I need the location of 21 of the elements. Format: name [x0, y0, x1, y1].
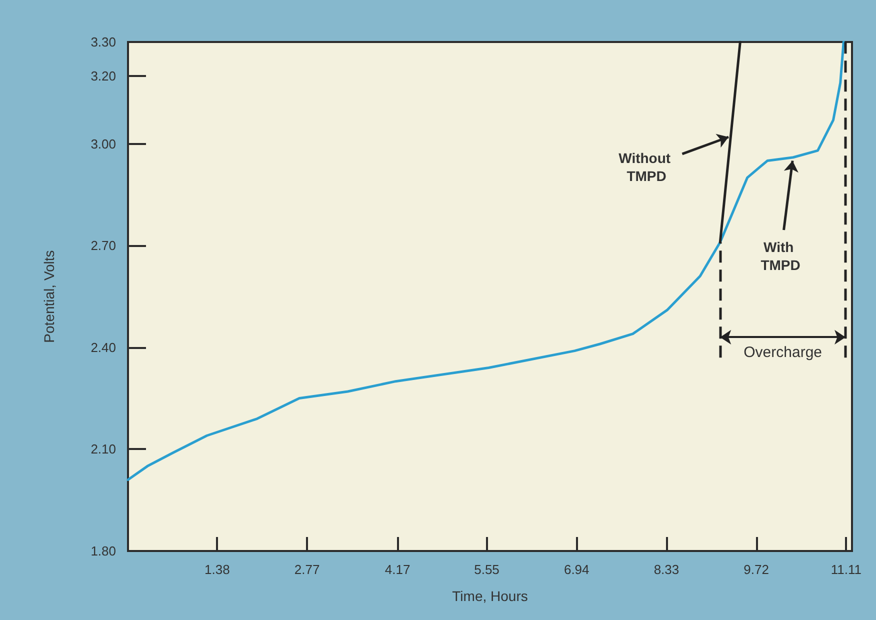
y-axis-title: Potential, Volts: [41, 250, 57, 343]
annotation: Overcharge: [744, 344, 822, 362]
x-tick-label: 1.38: [204, 562, 230, 577]
y-tick-label: 1.80: [90, 544, 116, 558]
x-tick-label: 4.17: [384, 562, 410, 577]
x-tick-label: 6.94: [564, 562, 590, 577]
x-tick-label: 2.77: [294, 562, 320, 577]
x-axis-title: Time, Hours: [452, 588, 528, 604]
y-tick-label: 3.20: [90, 68, 116, 84]
y-tick-label: 3.30: [90, 34, 116, 50]
y-tick-label: 3.00: [90, 136, 116, 152]
y-tick-label: 2.10: [90, 442, 116, 457]
x-tick-label: 11.11: [830, 562, 862, 577]
line-series: [126, 40, 845, 481]
x-tick-label: 5.55: [474, 562, 500, 577]
y-tick-label: 2.40: [90, 340, 116, 355]
x-tick-label: 9.72: [744, 562, 769, 577]
annotation: With TMPD: [760, 238, 800, 273]
x-tick-label: 8.33: [654, 562, 680, 577]
annotation: Without TMPD: [618, 150, 674, 184]
y-tick-label: 2.70: [90, 238, 116, 254]
